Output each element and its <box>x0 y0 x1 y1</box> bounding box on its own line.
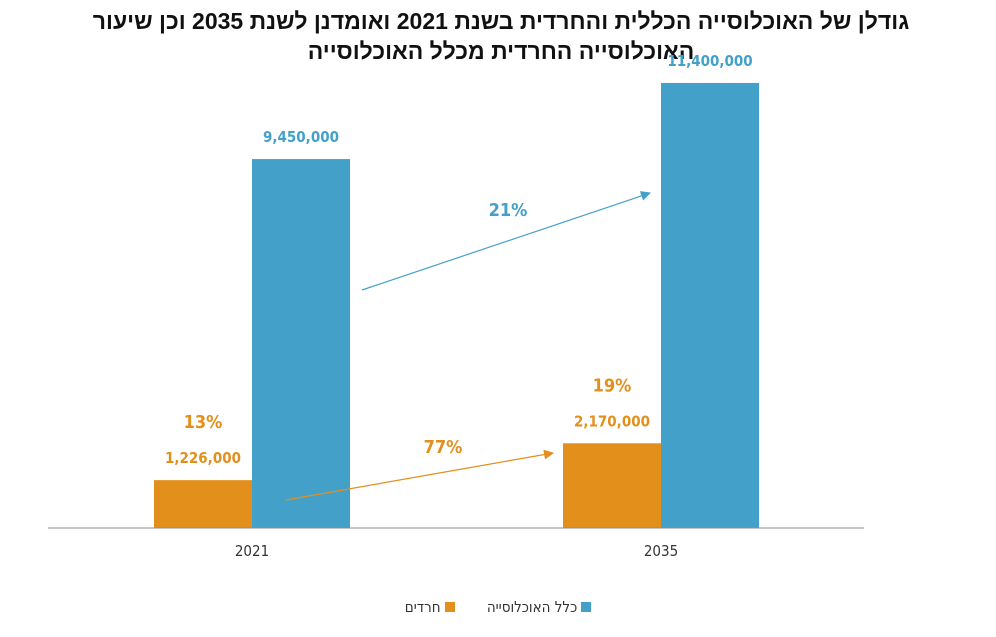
chart-title-line-2: האוכלוסייה החרדית מכלל האוכלוסייה <box>307 38 695 64</box>
legend-item-haredim: חרדים <box>405 598 455 616</box>
growth-arrow-total <box>361 191 651 291</box>
chart-title-line-1: גודלן של האוכלוסייה הכללית והחרדית בשנת … <box>92 8 910 34</box>
share-label-2035: 19% <box>593 375 632 396</box>
data-label-haredim-2021: 1,226,000 <box>165 449 241 467</box>
bars-layer <box>154 82 759 528</box>
bar-haredim-2035 <box>563 443 661 528</box>
chart-title: גודלן של האוכלוסייה הכללית והחרדית בשנת … <box>20 6 982 66</box>
growth-arrow-haredim <box>285 449 554 501</box>
growth-label-total: 21% <box>489 200 528 221</box>
legend-swatch-haredim <box>444 602 455 612</box>
bar-haredim-2021 <box>154 480 252 528</box>
legend-label-total: כלל האוכלוסייה <box>486 598 578 616</box>
data-label-haredim-2035: 2,170,000 <box>574 412 650 430</box>
data-label-total-2035: 11,400,000 <box>667 52 752 70</box>
data-label-total-2021: 9,450,000 <box>263 128 339 146</box>
share-label-2021: 13% <box>184 412 223 433</box>
x-tick-label-2035: 2035 <box>644 542 678 560</box>
legend-label-haredim: חרדים <box>404 598 441 616</box>
x-tick-label-2021: 2021 <box>235 542 269 560</box>
legend: כלל האוכלוסייה חרדים <box>0 598 996 616</box>
bar-total-2035 <box>661 82 759 528</box>
labels-layer: 1,226,000 2,170,000 9,450,000 11,400,000 202… <box>165 52 753 560</box>
bar-total-2021 <box>252 159 350 528</box>
growth-label-haredim: 77% <box>424 437 463 458</box>
legend-item-total: כלל האוכלוסייה <box>486 598 592 616</box>
legend-swatch-total <box>581 602 592 612</box>
